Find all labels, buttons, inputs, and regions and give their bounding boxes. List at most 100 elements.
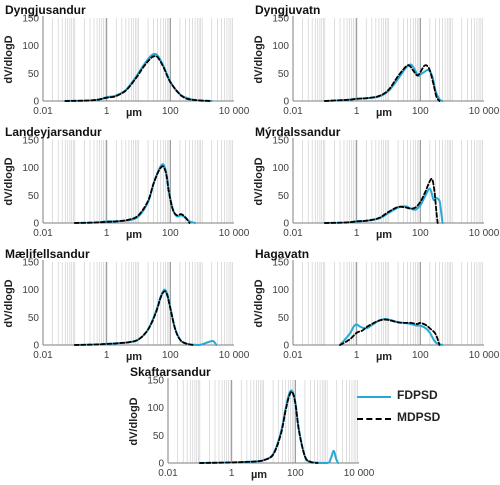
y-tick-label: 50 [278,191,290,202]
x-tick-label: 10 000 [219,228,250,239]
x-tick-label: 100 [412,228,429,239]
y-tick-label: 150 [147,376,164,387]
y-tick-label: 50 [153,431,165,442]
series-line-mdpsd [64,55,213,102]
y-tick-label: 0 [283,219,289,230]
x-tick-label: 1 [104,106,110,117]
x-axis-label: µm [126,107,142,119]
y-tick-label: 50 [278,313,290,324]
x-tick-label: 100 [162,350,179,361]
x-tick-label: 10 000 [469,106,500,117]
legend-item-fdpsd: FDPSD [357,386,497,408]
panel-title: Dyngjuvatn [255,3,320,17]
y-axis-label: dV/dlogD [253,157,265,205]
legend-label-mdpsd: MDPSD [397,410,441,424]
x-tick-label: 100 [412,350,429,361]
x-tick-label: 0.01 [283,106,303,117]
y-tick-label: 50 [278,69,290,80]
x-axis-label: µm [376,351,392,363]
y-tick-label: 0 [33,219,39,230]
x-tick-label: 0.01 [283,350,303,361]
y-tick-label: 0 [283,341,289,352]
y-tick-label: 150 [272,258,289,269]
x-tick-label: 0.01 [283,228,303,239]
x-tick-label: 1 [229,468,235,479]
y-axis-label: dV/dlogD [3,157,15,205]
x-tick-label: 1 [104,350,110,361]
y-tick-label: 150 [272,136,289,147]
x-tick-label: 10 000 [219,350,250,361]
panel-skaftarsandur: 0 50 100 150 0.01 1 100 10 000 Skaftarsandur dV/d… [128,365,375,481]
legend-label-fdpsd: FDPSD [397,388,438,402]
series-line-fdpsd [73,163,197,224]
x-tick-label: 10 000 [469,350,500,361]
y-tick-label: 100 [272,41,289,52]
panel-title: Hagavatn [255,247,309,261]
y-tick-label: 100 [22,41,39,52]
series-line-mdpsd [198,390,319,464]
panel-title: Mælifellsandur [5,247,90,261]
y-tick-label: 0 [33,97,39,108]
y-axis-label: dV/dlogD [253,35,265,83]
panel-dyngjuvatn: 0 50 100 150 0.01 1 100 10 000 Dyngjuvatn dV/dlog… [253,3,500,119]
panel-title: Mýrdalssandur [255,125,341,139]
panel-dyngjusandur: 0 50 100 150 0.01 1 100 10 000 Dyngjusandur dV/dl… [3,3,250,119]
y-tick-label: 100 [272,285,289,296]
y-tick-label: 0 [33,341,39,352]
x-tick-label: 0.01 [33,228,53,239]
panel-title: Landeyjarsandur [5,125,102,139]
panel-title: Dyngjusandur [5,3,86,17]
y-tick-label: 150 [22,14,39,25]
y-tick-label: 0 [158,459,164,470]
legend-swatch-fdpsd [357,396,391,398]
y-tick-label: 100 [272,163,289,174]
series-line-mdpsd [323,177,439,224]
y-tick-label: 100 [22,285,39,296]
y-tick-label: 50 [28,313,40,324]
x-axis-label: µm [251,469,267,481]
x-tick-label: 1 [354,228,360,239]
x-tick-label: 1 [354,350,360,361]
x-tick-label: 10 000 [469,228,500,239]
panel-hagavatn: 0 50 100 150 0.01 1 100 10 000 Hagavatn dV/dlogD µ… [253,247,500,363]
x-tick-label: 0.01 [33,350,53,361]
x-tick-label: 100 [162,228,179,239]
y-tick-label: 0 [283,97,289,108]
x-tick-label: 10 000 [344,468,375,479]
panel-my-rdalssandur: 0 50 100 150 0.01 1 100 10 000 Mýrdalssandur dV/d… [253,125,500,241]
x-tick-label: 0.01 [33,106,53,117]
panel-title: Skaftarsandur [130,365,211,379]
panel-landeyjarsandur: 0 50 100 150 0.01 1 100 10 000 Landeyjarsandur dV… [3,125,250,241]
y-tick-label: 150 [272,14,289,25]
x-tick-label: 100 [412,106,429,117]
x-tick-label: 0.01 [158,468,178,479]
y-axis-label: dV/dlogD [3,35,15,83]
x-axis-label: µm [376,229,392,241]
x-axis-label: µm [126,229,142,241]
y-tick-label: 50 [28,191,40,202]
x-tick-label: 100 [162,106,179,117]
y-axis-label: dV/dlogD [3,279,15,327]
legend-swatch-mdpsd [357,418,391,420]
series-line-mdpsd [73,165,191,224]
y-tick-label: 150 [22,136,39,147]
y-tick-label: 150 [22,258,39,269]
x-tick-label: 10 000 [219,106,250,117]
y-tick-label: 50 [28,69,40,80]
legend-item-mdpsd: MDPSD [357,408,497,430]
y-tick-label: 100 [147,403,164,414]
x-tick-label: 1 [104,228,110,239]
y-axis-label: dV/dlogD [128,397,140,445]
x-tick-label: 100 [287,468,304,479]
x-axis-label: µm [376,107,392,119]
y-axis-label: dV/dlogD [253,279,265,327]
legend: FDPSD MDPSD [357,386,497,430]
series-line-mdpsd [323,64,441,102]
x-axis-label: µm [126,351,142,363]
series-line-mdpsd [339,318,441,346]
x-tick-label: 1 [354,106,360,117]
y-tick-label: 100 [22,163,39,174]
panel-m-lifellsandur: 0 50 100 150 0.01 1 100 10 000 Mælifellsandur dV/… [3,247,250,363]
series-line-mdpsd [73,290,194,346]
